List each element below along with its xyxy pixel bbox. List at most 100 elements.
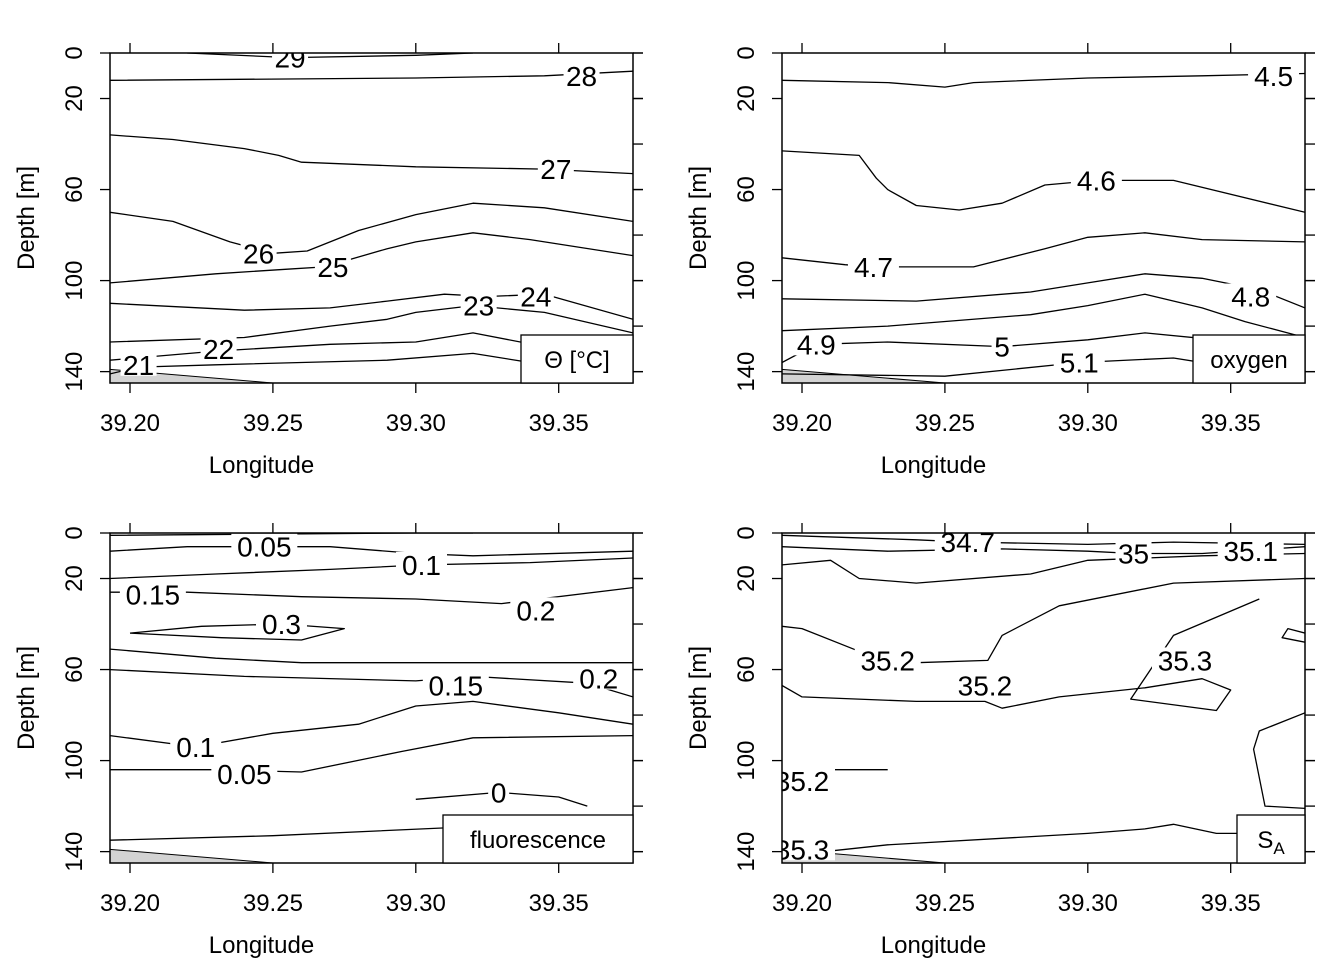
contour-label: 0.1 — [176, 732, 215, 763]
y-tick-label: 140 — [61, 352, 88, 392]
contour-line — [782, 534, 1305, 546]
contour-label-bg — [1115, 540, 1152, 565]
legend-box — [1236, 814, 1306, 864]
y-tick-label: 20 — [61, 565, 88, 592]
x-tick-label: 39.35 — [529, 890, 589, 917]
plot-frame — [109, 52, 634, 384]
contour-label-bg — [1248, 62, 1300, 87]
contour-line — [415, 791, 588, 807]
contour-label-bg — [790, 331, 842, 356]
contour-label-bg — [255, 611, 307, 636]
contour-label-bg — [563, 62, 600, 87]
contour-label: 27 — [540, 154, 571, 185]
contour-label-bg — [422, 672, 489, 697]
contour-line — [110, 648, 633, 664]
seafloor-area — [110, 368, 633, 383]
y-tick-label: 140 — [61, 832, 88, 872]
contour-label: 35.1 — [1223, 536, 1278, 567]
contour-label: 5.1 — [1060, 348, 1099, 379]
y-axis-title: Depth [m] — [685, 166, 712, 270]
y-tick-label: 60 — [61, 656, 88, 683]
legend-label: fluorescence — [470, 827, 606, 854]
contour-label-bg — [396, 551, 448, 576]
contour-label-bg — [240, 240, 277, 265]
contour-label: 0.15 — [126, 579, 181, 610]
contour-label: 29 — [274, 43, 305, 74]
y-axis-title: Depth [m] — [685, 646, 712, 750]
contour-label-bg — [951, 672, 1018, 697]
contour-line — [782, 823, 1305, 857]
contour-label: 35 — [1118, 538, 1149, 569]
contour-line — [782, 552, 1305, 584]
y-tick-label: 100 — [733, 261, 760, 301]
x-tick-label: 39.25 — [915, 410, 975, 437]
contour-label: 21 — [123, 350, 154, 381]
contour-label-bg — [231, 533, 298, 558]
seafloor-area — [110, 848, 633, 863]
contour-label: 34.7 — [941, 527, 996, 558]
legend-label: SA — [1257, 827, 1285, 858]
contour-label: 0.3 — [262, 609, 301, 640]
contour-label: 0.05 — [217, 759, 272, 790]
contour-label: 4.8 — [1231, 282, 1270, 313]
contour-label-bg — [854, 647, 921, 672]
contour-label: 0 — [491, 777, 507, 808]
contour-label-bg — [847, 253, 899, 278]
contour-label-bg — [934, 533, 1001, 554]
contour-label-bg — [488, 779, 510, 804]
x-tick-label: 39.25 — [915, 890, 975, 917]
plot-frame — [781, 532, 1306, 864]
plot-area: 34.7 35 35.1 35.2 35.2 35.3 35.2 35.3 — [782, 527, 1305, 863]
contour-label-bg — [782, 768, 836, 793]
legend-box — [442, 814, 634, 864]
contour-label: 25 — [317, 252, 348, 283]
x-tick-label: 39.20 — [772, 410, 832, 437]
x-tick-label: 39.35 — [1201, 410, 1261, 437]
y-tick-label: 20 — [61, 85, 88, 112]
contour-label-bg — [510, 597, 562, 622]
x-tick-label: 39.35 — [529, 410, 589, 437]
x-tick-label: 39.20 — [772, 890, 832, 917]
x-tick-label: 39.30 — [1058, 890, 1118, 917]
contour-label: 0.15 — [429, 670, 484, 701]
y-tick-label: 20 — [733, 565, 760, 592]
contour-label-bg — [573, 665, 625, 690]
y-tick-label: 0 — [61, 526, 88, 539]
contour-line — [110, 557, 633, 580]
y-axis-title: Depth [m] — [13, 166, 40, 270]
x-tick-label: 39.25 — [243, 410, 303, 437]
contour-label-bg — [1217, 538, 1284, 563]
contour-label-bg — [537, 156, 574, 181]
plot-area: 4.5 4.6 4.7 4.8 4.9 5 5.1 — [782, 61, 1305, 383]
contour-label: 35.2 — [860, 645, 915, 676]
y-tick-label: 0 — [733, 526, 760, 539]
contour-line — [110, 232, 633, 284]
contour-label-bg — [1151, 647, 1218, 672]
contour-label-bg — [782, 836, 836, 861]
contour-label: 0.2 — [516, 595, 555, 626]
contour-label-bg — [517, 283, 554, 308]
y-tick-label: 140 — [733, 352, 760, 392]
y-tick-label: 20 — [733, 85, 760, 112]
plot-frame — [109, 532, 634, 864]
x-tick-label: 39.30 — [1058, 410, 1118, 437]
contour-label: 35.2 — [958, 670, 1013, 701]
seafloor-area — [782, 368, 1305, 383]
contour-line — [110, 202, 633, 254]
contour-line — [782, 293, 1305, 339]
plot-frame — [781, 52, 1306, 384]
contour-line — [782, 150, 1305, 213]
legend-text: Θ [°C] — [544, 347, 610, 374]
legend-text: S — [1257, 827, 1273, 854]
contour-line — [782, 72, 1305, 88]
contour-line — [110, 546, 633, 557]
legend-label: Θ [°C] — [544, 347, 610, 374]
contour-label: 0.1 — [402, 550, 441, 581]
y-tick-label: 100 — [733, 741, 760, 781]
x-tick-label: 39.30 — [386, 410, 446, 437]
x-axis-title: Longitude — [881, 452, 986, 479]
contour-line — [110, 293, 633, 320]
legend-box — [1192, 334, 1306, 384]
